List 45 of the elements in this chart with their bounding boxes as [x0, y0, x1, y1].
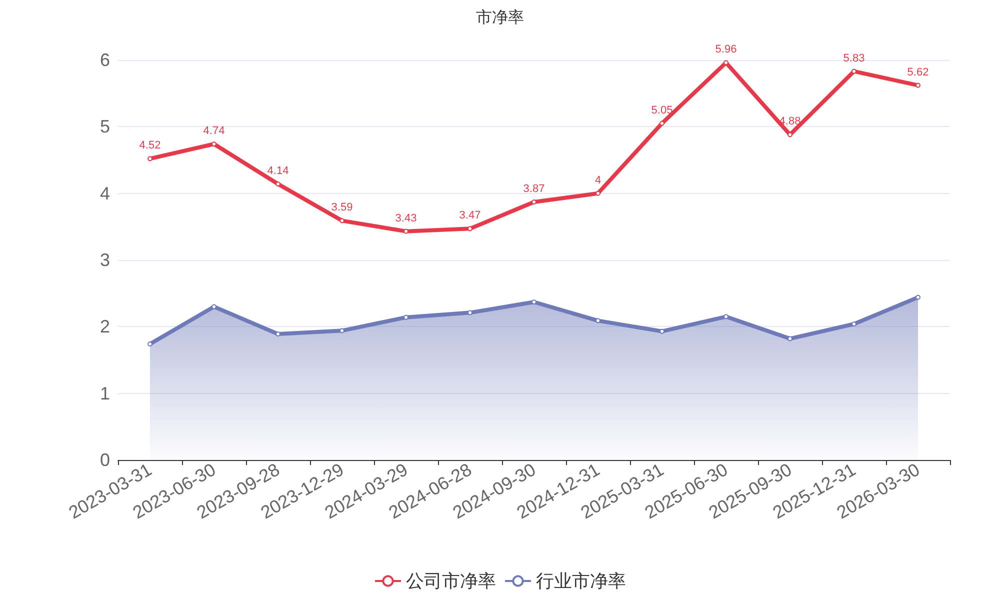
data-label: 3.43 [395, 212, 417, 224]
data-label: 4.52 [139, 140, 161, 152]
y-tick-label: 1 [100, 383, 110, 404]
data-label: 3.59 [331, 202, 353, 214]
point [404, 228, 408, 234]
point [596, 190, 600, 196]
point [148, 342, 152, 346]
point [468, 310, 472, 316]
data-label: 4.14 [267, 165, 289, 177]
data-label: 5.05 [651, 104, 673, 116]
data-label: 5.62 [907, 66, 929, 78]
point [276, 182, 280, 186]
point [212, 142, 216, 146]
point [532, 200, 536, 204]
chart-title: 市净率 [476, 8, 524, 26]
y-tick-label: 5 [100, 116, 110, 137]
data-label: 3.87 [523, 183, 545, 195]
point [660, 120, 664, 126]
point [596, 318, 600, 324]
legend-label: 行业市净率 [536, 571, 626, 591]
point [852, 322, 856, 326]
y-tick-label: 2 [100, 316, 110, 337]
y-tick-label: 3 [100, 250, 110, 270]
point [276, 332, 280, 336]
point [852, 68, 856, 74]
point [724, 314, 728, 320]
legend-label: 公司市净率 [406, 571, 496, 591]
point [532, 300, 536, 304]
point [916, 82, 920, 88]
y-tick-label: 4 [100, 183, 110, 204]
point [212, 304, 216, 310]
point [340, 218, 344, 224]
data-label: 3.47 [459, 210, 481, 222]
point [660, 328, 664, 334]
y-tick-label: 0 [100, 450, 110, 470]
y-tick-label: 6 [100, 50, 110, 70]
data-label: 4.74 [203, 125, 225, 137]
point [916, 294, 920, 300]
data-label: 5.96 [715, 44, 737, 56]
point [788, 336, 792, 342]
point [468, 226, 472, 232]
data-label: 4 [594, 174, 602, 186]
data-label: 5.83 [843, 52, 865, 64]
point [340, 328, 344, 334]
point [148, 156, 152, 162]
